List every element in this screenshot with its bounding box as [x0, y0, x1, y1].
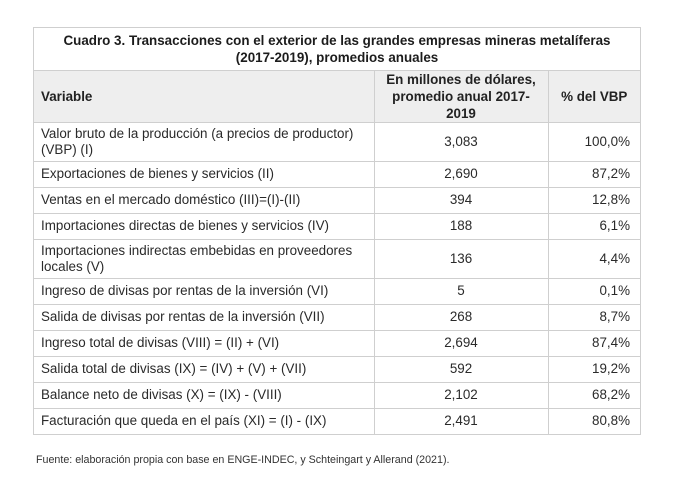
cell-pct: 0,1%: [547, 278, 640, 305]
cell-variable: Facturación que queda en el país (XI) = …: [34, 408, 374, 435]
cell-pct: 87,2%: [547, 161, 640, 188]
cell-pct: 87,4%: [547, 330, 640, 357]
cell-variable: Exportaciones de bienes y servicios (II): [34, 161, 374, 188]
table-row: Importaciones directas de bienes y servi…: [34, 213, 640, 240]
cell-variable: Salida de divisas por rentas de la inver…: [34, 304, 374, 331]
cell-pct: 19,2%: [547, 356, 640, 383]
cell-variable: Valor bruto de la producción (a precios …: [34, 122, 374, 162]
cell-pct: 80,8%: [547, 408, 640, 435]
cell-pct: 100,0%: [547, 122, 640, 162]
table-row: Salida de divisas por rentas de la inver…: [34, 304, 640, 331]
table-title: Cuadro 3. Transacciones con el exterior …: [63, 33, 611, 65]
cell-pct: 8,7%: [547, 304, 640, 331]
header-pct: % del VBP: [547, 70, 640, 123]
header-variable: Variable: [34, 70, 374, 123]
cell-variable: Importaciones indirectas embebidas en pr…: [34, 239, 374, 279]
cell-pct: 12,8%: [547, 187, 640, 214]
cell-variable: Importaciones directas de bienes y servi…: [34, 213, 374, 240]
header-millions: En millones de dólares, promedio anual 2…: [373, 70, 548, 123]
cell-variable: Salida total de divisas (IX) = (IV) + (V…: [34, 356, 374, 383]
cell-value: 3,083: [373, 122, 548, 162]
cell-value: 5: [373, 278, 548, 305]
data-table: Variable En millones de dólares, promedi…: [34, 70, 640, 435]
source-note: Fuente: elaboración propia con base en E…: [36, 454, 450, 466]
table-row: Ingreso total de divisas (VIII) = (II) +…: [34, 330, 640, 357]
cell-pct: 68,2%: [547, 382, 640, 409]
cell-value: 188: [373, 213, 548, 240]
cell-value: 136: [373, 239, 548, 279]
cell-value: 2,102: [373, 382, 548, 409]
table-row: Importaciones indirectas embebidas en pr…: [34, 239, 640, 279]
cell-pct: 6,1%: [547, 213, 640, 240]
table-container: Cuadro 3. Transacciones con el exterior …: [33, 27, 641, 435]
table-row: Salida total de divisas (IX) = (IV) + (V…: [34, 356, 640, 383]
cell-value: 394: [373, 187, 548, 214]
table-row: Facturación que queda en el país (XI) = …: [34, 408, 640, 435]
table-row: Ingreso de divisas por rentas de la inve…: [34, 278, 640, 305]
cell-variable: Balance neto de divisas (X) = (IX) - (VI…: [34, 382, 374, 409]
header-row: Variable En millones de dólares, promedi…: [34, 70, 640, 123]
cell-variable: Ingreso total de divisas (VIII) = (II) +…: [34, 330, 374, 357]
cell-variable: Ventas en el mercado doméstico (III)=(I)…: [34, 187, 374, 214]
table-row: Ventas en el mercado doméstico (III)=(I)…: [34, 187, 640, 214]
cell-variable: Ingreso de divisas por rentas de la inve…: [34, 278, 374, 305]
cell-value: 2,690: [373, 161, 548, 188]
cell-value: 2,491: [373, 408, 548, 435]
table-row: Exportaciones de bienes y servicios (II)…: [34, 161, 640, 188]
cell-pct: 4,4%: [547, 239, 640, 279]
table-row: Balance neto de divisas (X) = (IX) - (VI…: [34, 382, 640, 409]
cell-value: 592: [373, 356, 548, 383]
table-row: Valor bruto de la producción (a precios …: [34, 122, 640, 162]
cell-value: 2,694: [373, 330, 548, 357]
cell-value: 268: [373, 304, 548, 331]
